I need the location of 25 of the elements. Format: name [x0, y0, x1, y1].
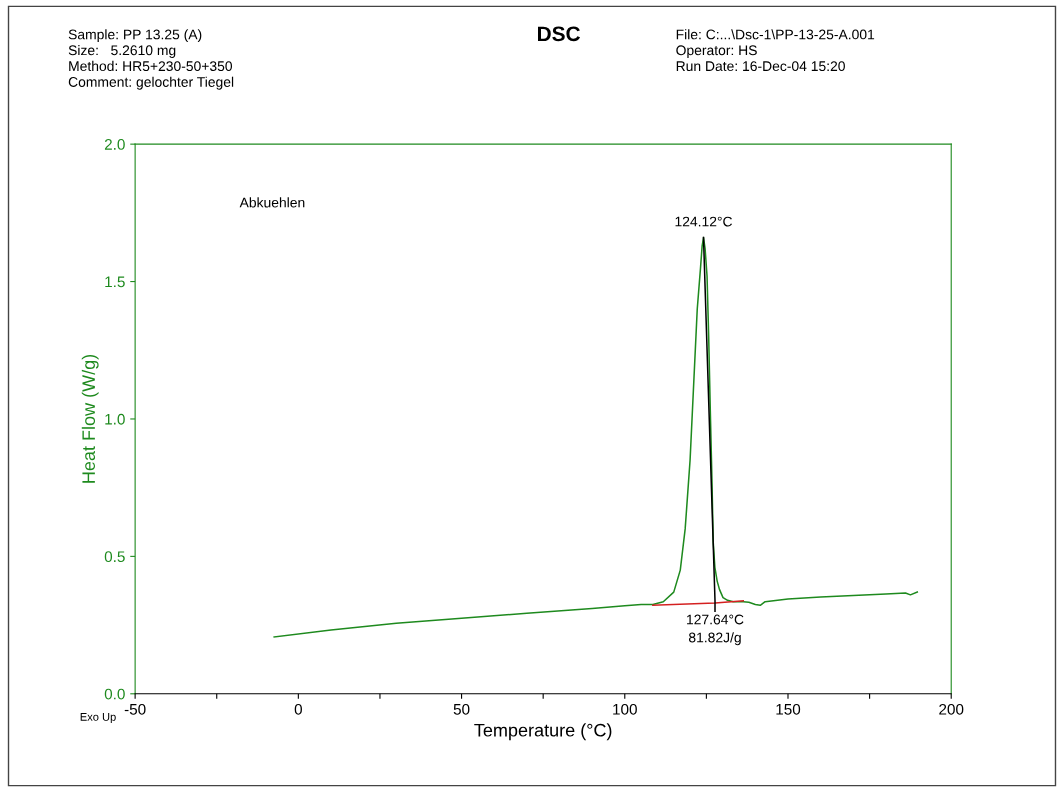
x-axis-title: Temperature (°C)	[474, 723, 612, 741]
text: Exo Up	[80, 713, 116, 724]
text: Size: 5.2610 mg	[68, 45, 176, 58]
x-tick-label: 100	[613, 703, 637, 715]
text: Sample: PP 13.25 (A)	[68, 29, 202, 43]
y-tick-label: 0.0	[104, 688, 125, 700]
y-tick-label: 1.5	[105, 276, 125, 288]
text: Run Date: 16-Dec-04 15:20	[676, 61, 845, 72]
text: Comment: gelochter Tiegel	[68, 76, 234, 90]
x-tick-label: 200	[939, 703, 964, 715]
y-tick-label: 0.5	[104, 551, 125, 563]
text: File: C:...\Dsc-1\PP-13-25-A.001	[676, 29, 875, 40]
y-tick-label: 1.0	[105, 413, 125, 425]
text: Method: HR5+230-50+350	[69, 60, 233, 72]
annotation: 127.64°C 81.82J/g	[687, 614, 744, 646]
x-tick-label: 150	[776, 703, 801, 715]
annotation: 124.12°C	[675, 216, 733, 227]
y-tick-label: 2.0	[104, 139, 125, 150]
y-axis-title: Heat Flow (W/g)	[81, 354, 99, 483]
x-tick-label: -50	[124, 703, 146, 715]
x-tick-label: 0	[294, 703, 302, 715]
x-tick-label: 50	[453, 703, 470, 715]
text: Operator: HS	[676, 45, 757, 58]
chart-title: DSC	[538, 26, 581, 42]
annotation: Abkuehlen	[239, 197, 305, 208]
